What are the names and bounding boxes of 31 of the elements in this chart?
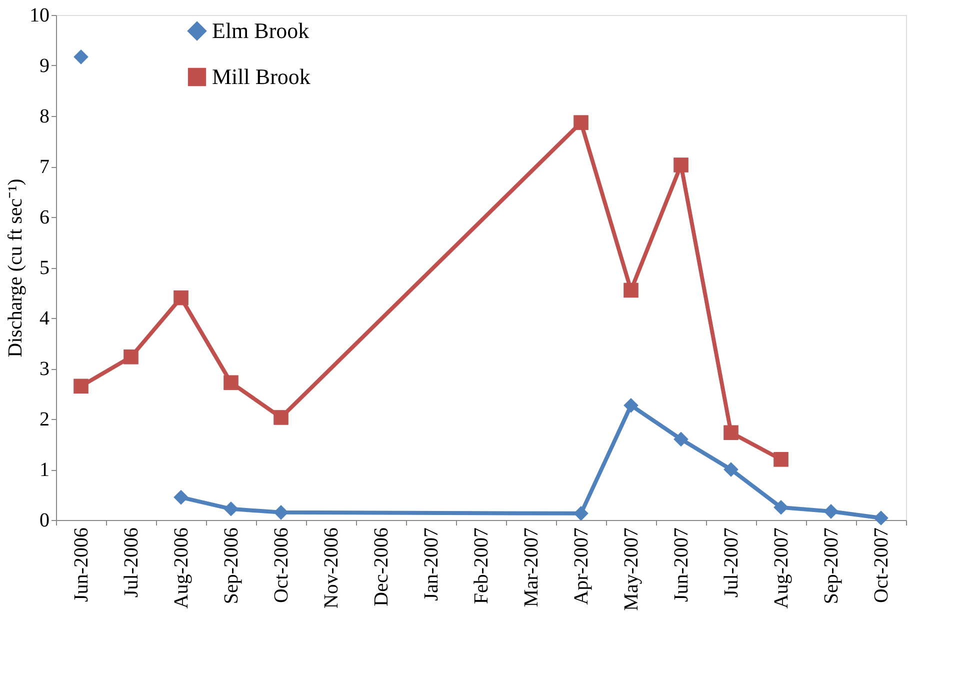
- y-tick-label: 0: [40, 510, 50, 532]
- legend-label: Elm Brook: [212, 18, 310, 43]
- y-tick-label: 5: [40, 257, 50, 279]
- x-tick-label: Jul-2006: [120, 528, 142, 598]
- x-tick-label: Dec-2006: [370, 528, 392, 606]
- y-tick-label: 8: [40, 106, 50, 128]
- y-tick-label: 6: [40, 206, 50, 228]
- legend-label: Mill Brook: [212, 64, 310, 89]
- x-tick-label: Oct-2006: [270, 528, 292, 604]
- y-tick-label: 9: [40, 55, 50, 77]
- y-axis-title: Discharge (cu ft sec⁻¹): [4, 178, 26, 358]
- x-tick-label: May-2007: [620, 528, 642, 611]
- x-tick-label: Sep-2007: [820, 528, 842, 604]
- x-tick-label: Jul-2007: [720, 528, 742, 598]
- x-tick-label: Nov-2006: [320, 528, 342, 609]
- x-tick-label: Jun-2007: [670, 528, 692, 602]
- x-tick-label: Jan-2007: [420, 528, 442, 601]
- x-tick-label: Sep-2006: [220, 528, 242, 604]
- y-tick-label: 2: [40, 408, 50, 430]
- x-tick-label: Apr-2007: [570, 528, 592, 605]
- y-tick-label: 3: [40, 358, 50, 380]
- x-tick-label: Aug-2007: [770, 528, 792, 609]
- x-tick-label: Feb-2007: [470, 528, 492, 604]
- y-tick-label: 4: [40, 308, 50, 330]
- y-tick-label: 1: [40, 459, 50, 481]
- x-tick-label: Jun-2006: [70, 528, 92, 602]
- x-tick-label: Oct-2007: [870, 528, 892, 604]
- y-tick-label: 10: [30, 4, 50, 26]
- x-tick-label: Aug-2006: [170, 528, 192, 609]
- y-tick-label: 7: [40, 156, 50, 178]
- x-tick-label: Mar-2007: [520, 528, 542, 608]
